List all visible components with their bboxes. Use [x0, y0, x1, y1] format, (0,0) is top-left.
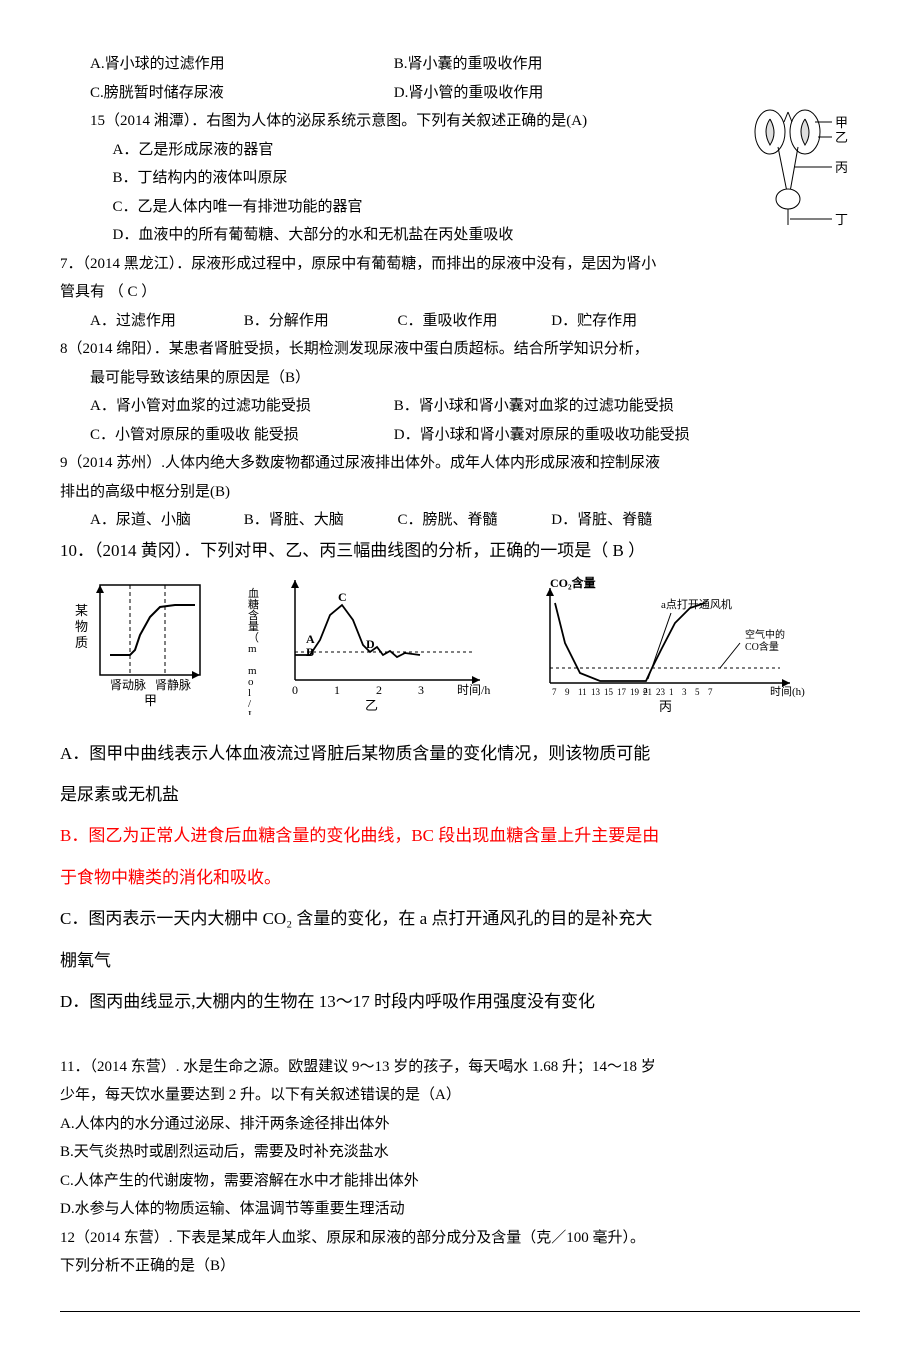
q14-opt-a: A.肾小球的过滤作用 [90, 50, 390, 79]
svg-text:乙: 乙 [365, 698, 378, 713]
urinary-system-figure: 甲 乙 丙 丁 [740, 107, 860, 248]
q10-opt-a-l2: 是尿素或无机盐 [60, 776, 860, 813]
q10-opt-b-l2: 于食物中糖类的消化和吸收。 [60, 859, 860, 896]
q8-row2: C．小管对原尿的重吸收 能受损 D．肾小球和肾小囊对原尿的重吸收功能受损 [60, 421, 860, 450]
q14-opt-b: B.肾小囊的重吸收作用 [394, 56, 543, 72]
q7-opt-b: B．分解作用 [244, 307, 394, 336]
fig-label-jia: 甲 [835, 115, 848, 130]
svg-text:1: 1 [334, 683, 340, 697]
q14-opt-c: C.膀胱暂时储存尿液 [90, 79, 390, 108]
svg-text:血: 血 [248, 586, 259, 600]
svg-text:2: 2 [376, 683, 382, 697]
fig-label-ding: 丁 [835, 212, 848, 227]
svg-text:质: 质 [75, 635, 88, 650]
q7-opt-d: D．贮存作用 [551, 313, 637, 329]
q10-opt-c-l1: C．图丙表示一天内大棚中 CO₂ 含量的变化，在 a 点打开通风孔的目的是补充大 [60, 900, 860, 937]
q11-stem-b: 少年，每天饮水量要达到 2 升。以下有关叙述错误的是（A） [60, 1081, 860, 1110]
svg-text:某: 某 [75, 603, 88, 618]
svg-text:23: 23 [656, 687, 666, 697]
svg-text:L: L [248, 709, 255, 715]
fig-label-yi: 乙 [835, 130, 848, 145]
svg-text:7: 7 [708, 687, 713, 697]
svg-text:17: 17 [617, 687, 627, 697]
svg-text:9: 9 [565, 687, 570, 697]
svg-text:丙: 丙 [659, 699, 672, 714]
q10-charts-row: 某物质肾动脉肾静脉甲 血糖含量（m mol/L）ABCD0123时间/h乙 CO… [60, 575, 860, 723]
svg-text:甲: 甲 [144, 693, 157, 708]
svg-text:含: 含 [248, 608, 259, 622]
q9-opt-c: C．膀胱、脊髓 [398, 506, 548, 535]
svg-text:3: 3 [418, 683, 424, 697]
svg-text:B: B [306, 645, 314, 659]
svg-text:21: 21 [643, 687, 652, 697]
svg-text:CO₂含量: CO₂含量 [550, 575, 596, 590]
svg-text:空气中的: 空气中的 [745, 628, 785, 641]
q10-opt-c-l2: 棚氧气 [60, 942, 860, 979]
svg-text:11: 11 [578, 687, 587, 697]
q11-opt-a: A.人体内的水分通过泌尿、排汗两条途径排出体外 [60, 1110, 860, 1139]
q10-options: A．图甲中曲线表示人体血液流过肾脏后某物质含量的变化情况，则该物质可能 是尿素或… [60, 735, 860, 1021]
q10-stem: 10．（2014 黄冈）．下列对甲、乙、丙三幅曲线图的分析，正确的一项是（ B … [60, 535, 860, 567]
page-bottom-rule [60, 1311, 860, 1312]
svg-text:7: 7 [552, 687, 557, 697]
svg-text:5: 5 [695, 687, 700, 697]
q10-opt-d: D．图丙曲线显示,大棚内的生物在 13～17 时段内呼吸作用强度没有变化 [60, 983, 860, 1020]
q7-opt-a: A．过滤作用 [90, 307, 240, 336]
svg-text:1: 1 [669, 687, 674, 697]
q12-stem-b: 下列分析不正确的是（B） [60, 1252, 860, 1281]
q11-stem-a: 11．（2014 东营）. 水是生命之源。欧盟建议 9～13 岁的孩子，每天喝水… [60, 1053, 860, 1082]
q7-stem-b: 管具有 （ C ） [60, 278, 860, 307]
chart-bing: CO₂含量a点打开通风机a空气中的CO含量7911131517192123135… [520, 575, 820, 723]
svg-text:a点打开通风机: a点打开通风机 [661, 597, 732, 611]
svg-text:物: 物 [75, 619, 88, 634]
svg-text:3: 3 [682, 687, 687, 697]
fig-label-bing: 丙 [835, 160, 848, 175]
q8-stem-b: 最可能导致该结果的原因是（B） [60, 364, 860, 393]
q8-opt-a: A．肾小管对血浆的过滤功能受损 [90, 392, 390, 421]
svg-text:C: C [338, 590, 347, 604]
q11-opt-b: B.天气炎热时或剧烈运动后，需要及时补充淡盐水 [60, 1138, 860, 1167]
q11-opt-c: C.人体产生的代谢废物，需要溶解在水中才能排出体外 [60, 1167, 860, 1196]
q9-stem-b: 排出的高级中枢分别是(B) [60, 478, 860, 507]
q9-opt-a: A．尿道、小脑 [90, 506, 240, 535]
svg-text:13: 13 [591, 687, 601, 697]
q8-opt-d: D．肾小球和肾小囊对原尿的重吸收功能受损 [394, 427, 690, 443]
svg-text:0: 0 [292, 683, 298, 697]
q8-stem-a: 8（2014 绵阳）．某患者肾脏受损，长期检测发现尿液中蛋白质超标。结合所学知识… [60, 335, 860, 364]
svg-text:肾动脉: 肾动脉 [110, 677, 146, 692]
svg-text:CO含量: CO含量 [745, 640, 779, 653]
svg-text:D: D [366, 637, 375, 651]
svg-text:时间(h): 时间(h) [770, 685, 805, 698]
q10-opt-a-l1: A．图甲中曲线表示人体血液流过肾脏后某物质含量的变化情况，则该物质可能 [60, 735, 860, 772]
q10-opt-b-l1: B．图乙为正常人进食后血糖含量的变化曲线，BC 段出现血糖含量上升主要是由 [60, 817, 860, 854]
q9-opt-d: D．肾脏、脊髓 [551, 512, 652, 528]
q8-opt-b: B．肾小球和肾小囊对血浆的过滤功能受损 [394, 398, 674, 414]
q11-opt-d: D.水参与人体的物质运输、体温调节等重要生理活动 [60, 1195, 860, 1224]
q14-options-row2: C.膀胱暂时储存尿液 D.肾小管的重吸收作用 [60, 79, 860, 108]
q7-stem-a: 7．（2014 黑龙江）．尿液形成过程中，原尿中有葡萄糖，而排出的尿液中没有，是… [60, 250, 860, 279]
svg-text:糖: 糖 [248, 597, 259, 611]
q14-opt-d: D.肾小管的重吸收作用 [394, 85, 544, 101]
chart-jia: 某物质肾动脉肾静脉甲 [60, 575, 220, 723]
q7-options: A．过滤作用 B．分解作用 C．重吸收作用 D．贮存作用 [60, 307, 860, 336]
q8-row1: A．肾小管对血浆的过滤功能受损 B．肾小球和肾小囊对血浆的过滤功能受损 [60, 392, 860, 421]
q14-options-row1: A.肾小球的过滤作用 B.肾小囊的重吸收作用 [60, 50, 860, 79]
q7-opt-c: C．重吸收作用 [398, 307, 548, 336]
svg-text:肾静脉: 肾静脉 [155, 677, 191, 692]
chart-yi: 血糖含量（m mol/L）ABCD0123时间/h乙 [240, 575, 500, 723]
svg-text:15: 15 [604, 687, 614, 697]
svg-text:m: m [248, 643, 257, 655]
svg-text:A: A [306, 632, 315, 646]
svg-text:时间/h: 时间/h [457, 683, 490, 697]
q12-stem-a: 12（2014 东营）. 下表是某成年人血浆、原尿和尿液的部分成分及含量（克／1… [60, 1224, 860, 1253]
q9-opt-b: B．肾脏、大脑 [244, 506, 394, 535]
q8-opt-c: C．小管对原尿的重吸收 能受损 [90, 421, 390, 450]
svg-text:19: 19 [630, 687, 640, 697]
q9-stem-a: 9（2014 苏州）.人体内绝大多数废物都通过尿液排出体外。成年人体内形成尿液和… [60, 449, 860, 478]
q9-options: A．尿道、小脑 B．肾脏、大脑 C．膀胱、脊髓 D．肾脏、脊髓 [60, 506, 860, 535]
